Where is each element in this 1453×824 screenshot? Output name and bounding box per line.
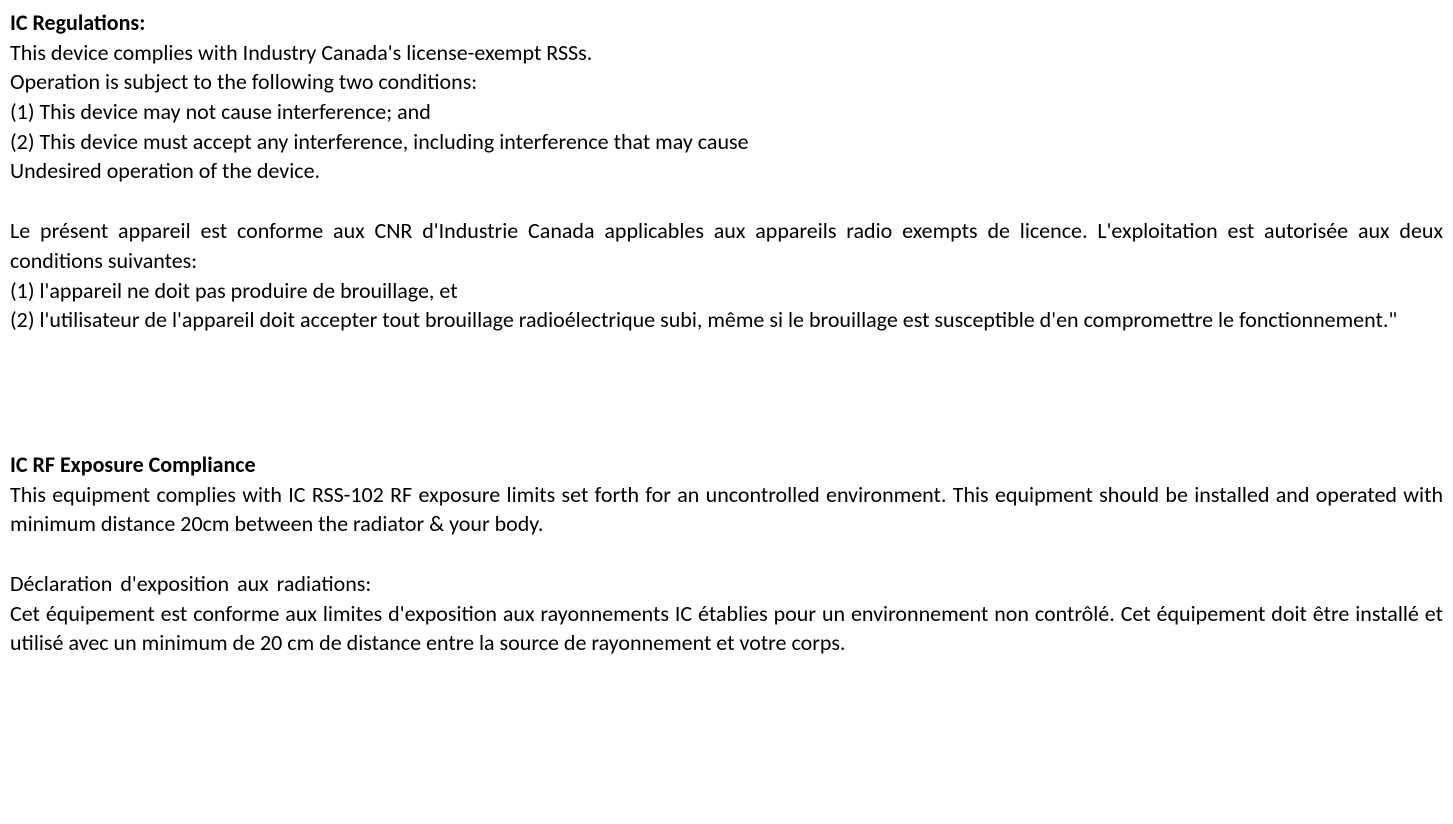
ic-rf-exposure-fr-heading: Déclaration d'exposition aux radiations: [10, 569, 1443, 599]
spacer [10, 539, 1443, 569]
ic-regulations-en-line4: (2) This device must accept any interfer… [10, 127, 1443, 157]
ic-regulations-en-line1: This device complies with Industry Canad… [10, 38, 1443, 68]
ic-regulations-en-line2: Operation is subject to the following tw… [10, 67, 1443, 97]
ic-regulations-section: IC Regulations: This device complies wit… [10, 8, 1443, 335]
ic-regulations-heading: IC Regulations: [10, 8, 1443, 38]
spacer [10, 186, 1443, 216]
ic-rf-exposure-fr-para: Cet équipement est conforme aux limites … [10, 599, 1443, 658]
ic-regulations-en-line3: (1) This device may not cause interferen… [10, 97, 1443, 127]
spacer-large [10, 335, 1443, 450]
ic-regulations-en-line5: Undesired operation of the device. [10, 156, 1443, 186]
ic-rf-exposure-section: IC RF Exposure Compliance This equipment… [10, 450, 1443, 658]
ic-regulations-fr-line2: (1) l'appareil ne doit pas produire de b… [10, 276, 1443, 306]
ic-regulations-fr-line1: Le présent appareil est conforme aux CNR… [10, 216, 1443, 275]
ic-rf-exposure-heading: IC RF Exposure Compliance [10, 450, 1443, 480]
ic-rf-exposure-en-para: This equipment complies with IC RSS-102 … [10, 480, 1443, 539]
ic-regulations-fr-line3: (2) l'utilisateur de l'appareil doit acc… [10, 305, 1443, 335]
